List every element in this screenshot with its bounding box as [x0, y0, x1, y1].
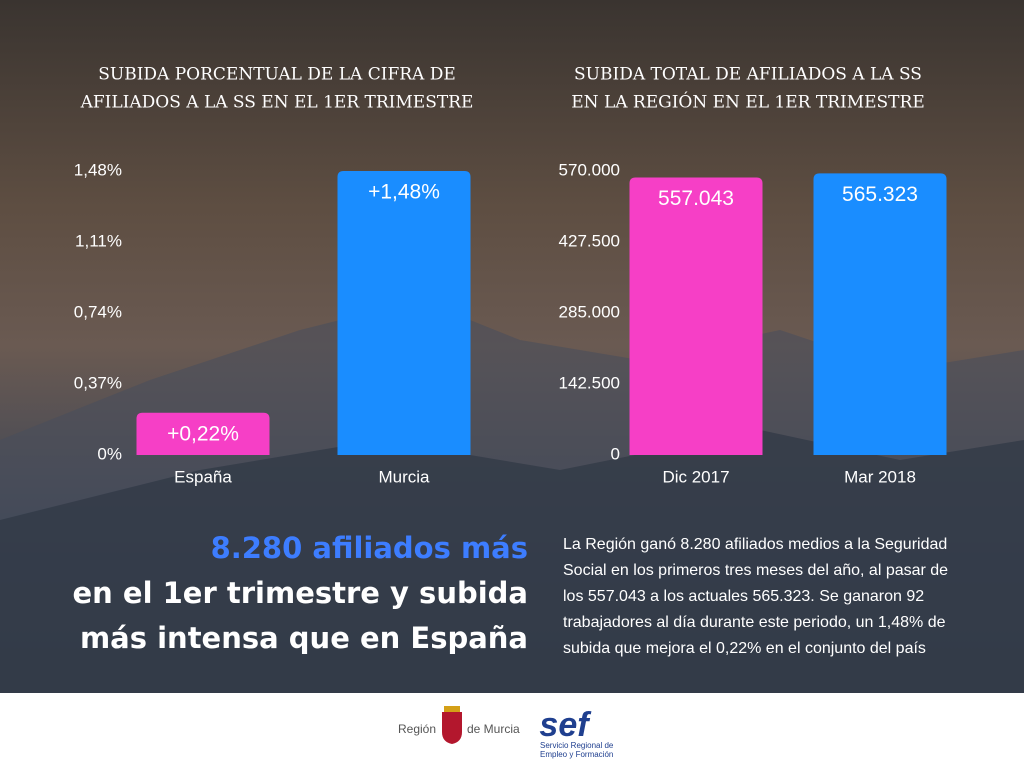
y-tick-label: 0,37%: [74, 373, 122, 392]
y-tick-label: 427.500: [559, 231, 620, 250]
body-text: los 557.043 a los actuales 565.323. Se g…: [563, 588, 924, 605]
crest: [442, 712, 462, 744]
chart-title: SUBIDA TOTAL DE AFILIADOS A LA SS: [574, 65, 922, 85]
x-tick-label: España: [174, 467, 232, 486]
y-tick-label: 0%: [97, 444, 122, 463]
x-tick-label: Mar 2018: [844, 467, 916, 486]
mountains: [0, 430, 1024, 693]
y-tick-label: 0,74%: [74, 302, 122, 321]
chart-title: EN LA REGIÓN EN EL 1ER TRIMESTRE: [571, 92, 924, 113]
crown: [444, 706, 460, 712]
chart-title: AFILIADOS A LA SS EN EL 1ER TRIMESTRE: [80, 93, 474, 113]
headline: 8.280 afiliados más: [211, 531, 528, 565]
y-tick-label: 142.500: [559, 373, 620, 392]
sef-text: Servicio Regional de: [540, 741, 614, 750]
value-label: +1,48%: [368, 181, 440, 204]
bar: [136, 412, 270, 455]
y-tick-label: 570.000: [559, 160, 620, 179]
body-text: trabajadores al día durante este periodo…: [563, 614, 946, 631]
x-tick-label: Dic 2017: [662, 467, 729, 486]
value-label: 565.323: [842, 183, 918, 206]
x-tick-label: Murcia: [378, 467, 430, 486]
bar: [337, 171, 471, 455]
footer: [0, 693, 1024, 768]
region-text: de Murcia: [467, 722, 520, 736]
body-text: subida que mejora el 0,22% en el conjunt…: [563, 640, 926, 657]
body-text: Social en los primeros tres meses del añ…: [563, 562, 948, 579]
body-text: La Región ganó 8.280 afiliados medios a …: [563, 536, 947, 553]
headline: más intensa que en España: [80, 621, 528, 655]
sef-logo: sef: [539, 706, 592, 744]
headline: en el 1er trimestre y subida: [73, 576, 528, 610]
y-tick-label: 1,48%: [74, 160, 122, 179]
bar: [629, 177, 763, 456]
region-text: Región: [398, 722, 436, 736]
chart-title: SUBIDA PORCENTUAL DE LA CIFRA DE: [98, 65, 456, 85]
y-tick-label: 0: [611, 444, 620, 463]
y-tick-label: 285.000: [559, 302, 620, 321]
bar: [813, 173, 947, 455]
sef-text: Empleo y Formación: [540, 750, 613, 759]
value-label: +0,22%: [167, 422, 239, 445]
y-tick-label: 1,11%: [75, 231, 122, 250]
value-label: 557.043: [658, 187, 734, 210]
